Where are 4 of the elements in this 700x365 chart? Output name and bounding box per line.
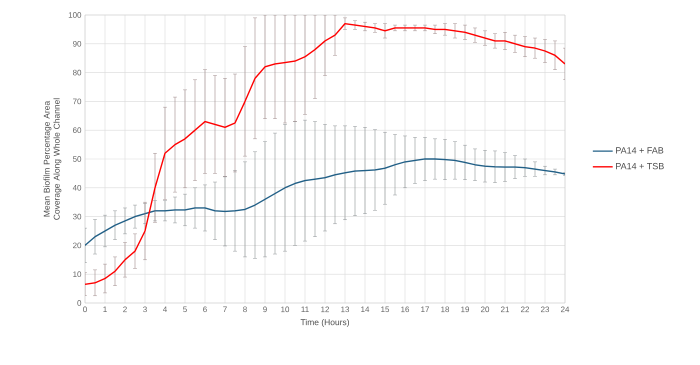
legend-label: PA14 + TSB [616,162,664,170]
x-axis-title: Time (Hours) [300,318,350,327]
y-axis-title: Mean Biofilm Percentage Area Coverage Along Whole Channel [43,98,62,220]
legend-label: PA14 + FAB [616,147,664,154]
